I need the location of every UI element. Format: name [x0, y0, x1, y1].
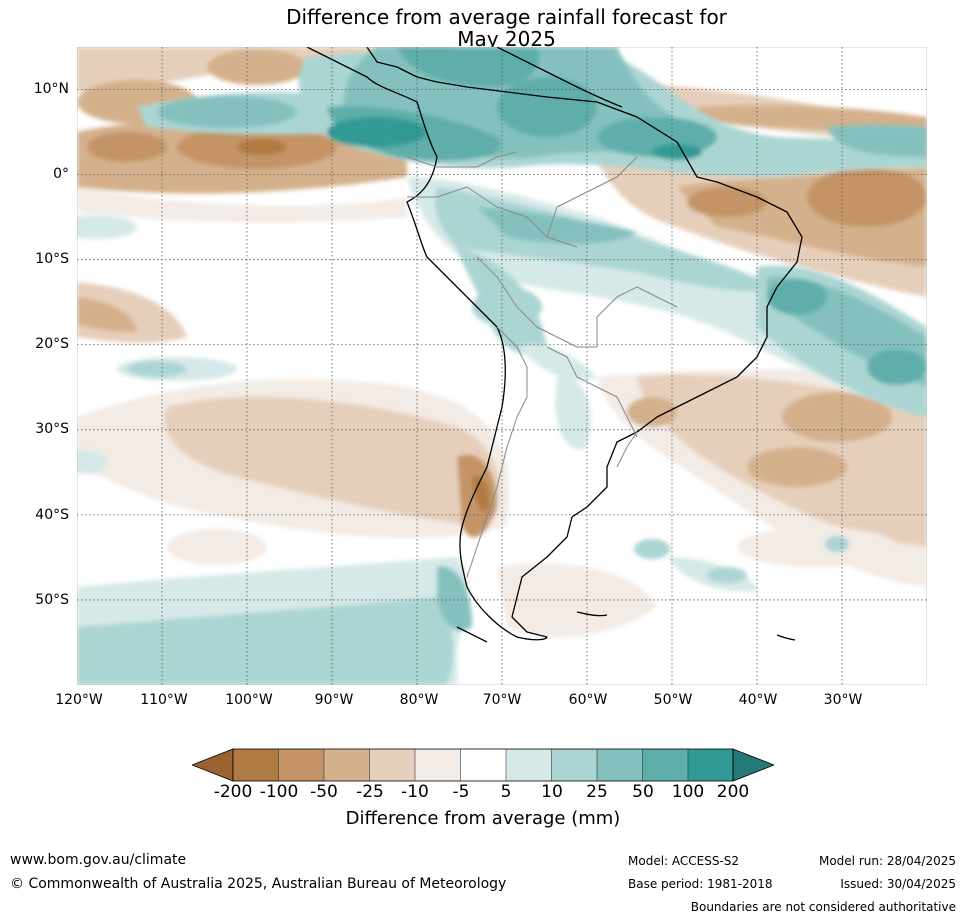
lon-label-110w: 110°W: [140, 692, 188, 708]
lat-label-10n: 10°N: [33, 81, 69, 97]
colorbar-segment-11: [688, 749, 733, 781]
colorbar-segment-8: [551, 749, 597, 781]
colorbar-tick: 100: [671, 782, 705, 802]
lon-label-60w: 60°W: [568, 692, 608, 708]
colorbar-tick: -200: [213, 782, 253, 802]
footer-url[interactable]: www.bom.gov.au/climate: [10, 852, 187, 868]
lon-label-40w: 40°W: [738, 692, 778, 708]
colorbar-segment-1: [233, 749, 279, 781]
colorbar-tick: 50: [632, 782, 654, 802]
colorbar-tick: 10: [541, 782, 563, 802]
colorbar-segment-3: [324, 749, 370, 781]
footer-base-period: Base period: 1981-2018: [628, 877, 773, 891]
rainfall-anomaly-map: [77, 47, 927, 685]
lat-label-40s: 40°S: [35, 507, 69, 523]
lon-label-100w: 100°W: [225, 692, 273, 708]
colorbar-segment-10: [642, 749, 688, 781]
map-title-line2: May 2025: [457, 27, 556, 51]
lon-label-90w: 90°W: [314, 692, 354, 708]
colorbar-segment-5: [415, 749, 461, 781]
footer-model-run: Model run: 28/04/2025: [818, 854, 956, 868]
colorbar-label: Difference from average (mm): [345, 808, 621, 829]
lat-label-50s: 50°S: [35, 592, 69, 608]
colorbar-tick: 200: [716, 782, 750, 802]
map-gridlines: [77, 47, 927, 685]
colorbar-tick: -50: [310, 782, 338, 802]
colorbar-extend-low: [192, 748, 234, 782]
colorbar-tick: 25: [586, 782, 608, 802]
map-title-line1: Difference from average rainfall forecas…: [286, 5, 727, 29]
lat-label-20s: 20°S: [35, 336, 69, 352]
colorbar-segment-2: [278, 749, 324, 781]
footer-model: Model: ACCESS-S2: [628, 854, 740, 868]
lon-label-120w: 120°W: [55, 692, 103, 708]
colorbar-segment-7: [506, 749, 552, 781]
colorbar-segment-9: [597, 749, 643, 781]
colorbar-tick: -100: [259, 782, 299, 802]
lon-label-50w: 50°W: [653, 692, 693, 708]
lon-label-80w: 80°W: [399, 692, 439, 708]
lon-label-70w: 70°W: [482, 692, 522, 708]
footer-issued: Issued: 30/04/2025: [840, 877, 956, 891]
country-borders: [406, 151, 678, 578]
colorbar-extend-high: [732, 748, 774, 782]
wet-anomaly-fields: [77, 47, 927, 685]
colorbar-tick: -10: [401, 782, 429, 802]
colorbar: [192, 748, 774, 782]
colorbar-tick: -5: [452, 782, 470, 802]
colorbar-tick: 5: [500, 782, 512, 802]
colorbar-segment-4: [369, 749, 415, 781]
lon-label-30w: 30°W: [823, 692, 863, 708]
lat-label-0: 0°: [53, 166, 69, 182]
lat-label-10s: 10°S: [35, 251, 69, 267]
colorbar-segment-6: [460, 749, 506, 781]
lat-label-30s: 30°S: [35, 421, 69, 437]
colorbar-tick: -25: [356, 782, 384, 802]
footer-boundaries-note: Boundaries are not considered authoritat…: [690, 900, 956, 914]
footer-copyright: © Commonwealth of Australia 2025, Austra…: [10, 876, 507, 892]
